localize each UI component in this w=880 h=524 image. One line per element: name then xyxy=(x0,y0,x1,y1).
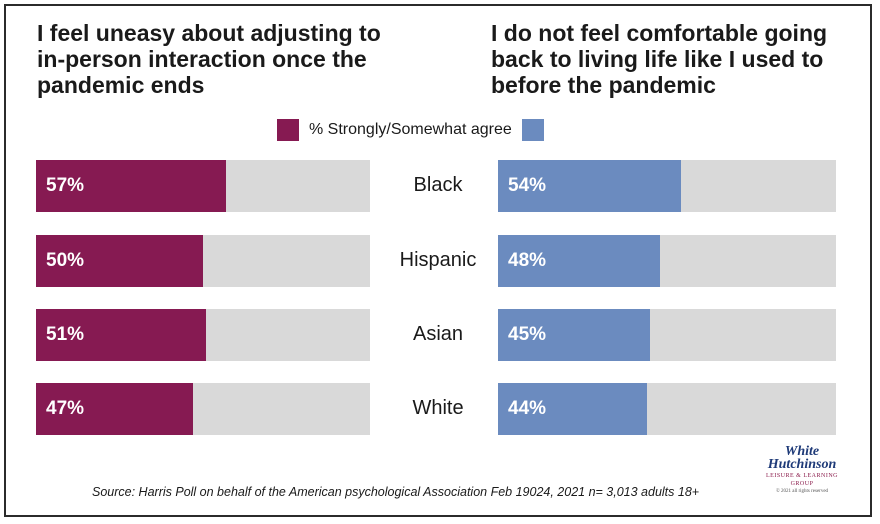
bar-left-hispanic xyxy=(36,235,203,287)
bar-track-right-black: 54% xyxy=(498,160,836,212)
bar-left-white xyxy=(36,383,193,435)
bar-value-label-right-white: 44% xyxy=(508,398,547,419)
category-label-hispanic: Hispanic xyxy=(399,249,477,271)
bar-track-left-black: 57% xyxy=(36,160,370,212)
bar-track-right-asian: 45% xyxy=(498,309,836,361)
left-chart-title: I feel uneasy about adjusting to in-pers… xyxy=(37,20,381,98)
legend-swatch-right xyxy=(521,119,544,141)
source-note: Source: Harris Poll on behalf of the Ame… xyxy=(92,485,700,499)
bar-track-right-white: 44% xyxy=(498,383,836,435)
category-label-asian: Asian xyxy=(412,323,464,345)
bar-right-white xyxy=(498,383,647,435)
bar-track-left-asian: 51% xyxy=(36,309,370,361)
bar-track-left-white: 47% xyxy=(36,383,370,435)
legend-label: % Strongly/Somewhat agree xyxy=(309,121,512,138)
bar-right-black xyxy=(498,160,681,212)
bar-value-label-right-black: 54% xyxy=(508,175,547,196)
bar-track-right-hispanic: 48% xyxy=(498,235,836,287)
bar-value-label-left-black: 57% xyxy=(46,175,85,196)
bar-value-label-right-hispanic: 48% xyxy=(508,250,547,271)
category-label-white: White xyxy=(412,397,464,419)
chart-frame xyxy=(4,4,872,517)
legend-swatch-left xyxy=(277,119,299,141)
bar-value-label-left-hispanic: 50% xyxy=(46,250,85,271)
bar-value-label-right-asian: 45% xyxy=(508,324,547,345)
white-hutchinson-logo: White Hutchinson LEISURE & LEARNING GROU… xyxy=(766,444,838,495)
right-chart-title: I do not feel comfortable going back to … xyxy=(491,20,828,98)
bar-value-label-left-white: 47% xyxy=(46,398,85,419)
category-label-black: Black xyxy=(413,174,463,196)
bar-right-hispanic xyxy=(498,235,661,287)
legend: % Strongly/Somewhat agree xyxy=(277,118,544,142)
bar-right-asian xyxy=(498,309,651,361)
bar-left-black xyxy=(36,160,227,212)
bar-track-left-hispanic: 50% xyxy=(36,235,370,287)
bar-left-asian xyxy=(36,309,207,361)
bar-value-label-left-asian: 51% xyxy=(46,324,85,345)
